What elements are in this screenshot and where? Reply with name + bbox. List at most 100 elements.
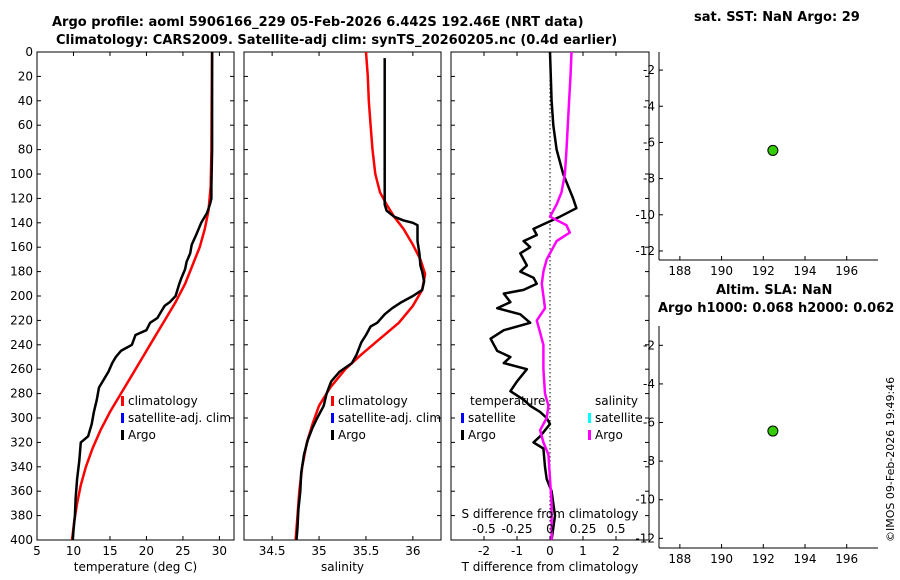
sla-panel-title-line1: Altim. SLA: NaN xyxy=(716,283,833,298)
difference-salinity-argo-line xyxy=(535,51,573,540)
sst-map-ytick-label: -4 xyxy=(643,99,655,113)
temperature-ytick-label: 140 xyxy=(10,216,33,230)
sla-map-xtick-label: 188 xyxy=(668,552,691,566)
temperature-ytick-label: 280 xyxy=(10,387,33,401)
difference-legend-sal-argo-label: Argo xyxy=(595,428,623,442)
difference-legend-temperature-title: temperature xyxy=(470,394,545,408)
temperature-xlabel: temperature (deg C) xyxy=(74,560,197,574)
sla-map-argo-location-marker xyxy=(767,425,779,437)
salinity-argo-line xyxy=(295,58,426,541)
temperature-ytick-label: 380 xyxy=(10,509,33,523)
salinity-xtick-label: 35 xyxy=(311,544,326,558)
temperature-ytick-label: 260 xyxy=(10,362,33,376)
sst-map-xtick-label: 190 xyxy=(710,264,733,278)
sla-map-xtick-label: 190 xyxy=(710,552,733,566)
sst-map-xtick-label: 196 xyxy=(835,264,858,278)
sst-map-argo-location-marker xyxy=(767,144,779,156)
temperature-xtick-label: 15 xyxy=(102,544,117,558)
difference-xlabel-top: S difference from climatology xyxy=(462,507,639,521)
difference-xtick-label: 2 xyxy=(612,544,620,558)
temperature-ytick-label: 20 xyxy=(18,69,33,83)
temperature-ytick-label: 360 xyxy=(10,484,33,498)
salinity-legend-satellite-label: satellite-adj. clim xyxy=(338,411,441,425)
difference-legend-sal-satellite-label: satellite xyxy=(595,411,643,425)
difference-top-tick-label: 0.25 xyxy=(570,522,597,536)
sst-map-ytick-label: -12 xyxy=(635,244,655,258)
sst-map-xtick-label: 188 xyxy=(668,264,691,278)
sla-map-ytick-label: -8 xyxy=(643,454,655,468)
difference-top-tick-label: -0.5 xyxy=(472,522,495,536)
sst-map-ytick-label: -2 xyxy=(643,63,655,77)
temperature-ytick-label: 320 xyxy=(10,435,33,449)
salinity-legend-climatology-label: climatology xyxy=(338,394,408,408)
difference-legend-temp-satellite-swatch xyxy=(461,413,464,423)
temperature-ytick-label: 200 xyxy=(10,289,33,303)
difference-xtick-label: 1 xyxy=(579,544,587,558)
temperature-axes xyxy=(36,51,235,541)
sla-map-xtick-label: 196 xyxy=(835,552,858,566)
temperature-ytick-label: 120 xyxy=(10,191,33,205)
salinity-legend-argo-swatch xyxy=(331,430,334,440)
temperature-ytick-label: 240 xyxy=(10,338,33,352)
sst-map-ytick-label: -6 xyxy=(643,135,655,149)
difference-xtick-label: -1 xyxy=(511,544,523,558)
temperature-climatology-line xyxy=(70,51,214,541)
salinity-legend-argo-label: Argo xyxy=(338,428,366,442)
sst-map-ytick-label: -8 xyxy=(643,172,655,186)
salinity-legend-satellite-swatch xyxy=(331,413,334,423)
temperature-ytick-label: 100 xyxy=(10,167,33,181)
figure-title-line2: Climatology: CARS2009. Satellite-adj cli… xyxy=(56,33,618,48)
temperature-ytick-label: 40 xyxy=(18,94,33,108)
difference-xtick-label: -2 xyxy=(478,544,490,558)
difference-top-tick-label: 0 xyxy=(546,522,554,536)
difference-xlabel: T difference from climatology xyxy=(461,560,639,574)
temperature-ytick-label: 180 xyxy=(10,265,33,279)
temperature-xtick-label: 10 xyxy=(66,544,81,558)
salinity-xtick-label: 34.5 xyxy=(259,544,286,558)
temperature-legend-argo-label: Argo xyxy=(128,428,156,442)
difference-top-tick-label: 0.5 xyxy=(606,522,625,536)
temperature-legend-climatology-swatch xyxy=(121,396,124,406)
temperature-ytick-label: 400 xyxy=(10,533,33,547)
sla-map-ytick-label: -10 xyxy=(635,493,655,507)
sst-panel-title: sat. SST: NaN Argo: 29 xyxy=(694,10,860,25)
sla-map-ytick-label: -6 xyxy=(643,416,655,430)
temperature-xtick-label: 20 xyxy=(139,544,154,558)
sla-map-xtick-label: 192 xyxy=(752,552,775,566)
difference-xtick-label: 0 xyxy=(546,544,554,558)
temperature-ytick-label: 0 xyxy=(25,45,33,59)
temperature-ytick-label: 60 xyxy=(18,118,33,132)
temperature-ytick-label: 80 xyxy=(18,143,33,157)
salinity-climatology-line xyxy=(294,51,427,541)
temperature-legend-satellite-label: satellite-adj. clim xyxy=(128,411,231,425)
temperature-xtick-label: 30 xyxy=(212,544,227,558)
difference-legend-temp-argo-label: Argo xyxy=(468,428,496,442)
sla-map-ytick-label: -4 xyxy=(643,377,655,391)
sst-map-xtick-label: 192 xyxy=(752,264,775,278)
difference-legend-salinity-title: salinity xyxy=(595,394,638,408)
difference-legend-sal-satellite-swatch xyxy=(588,413,591,423)
sst-map-ytick-label: -10 xyxy=(635,208,655,222)
difference-temperature-argo-line xyxy=(489,51,578,541)
difference-legend-temp-satellite-label: satellite xyxy=(468,411,516,425)
salinity-xlabel: salinity xyxy=(321,560,364,574)
temperature-ytick-label: 300 xyxy=(10,411,33,425)
sla-map-xtick-label: 194 xyxy=(794,552,817,566)
sst-map-xtick-label: 194 xyxy=(794,264,817,278)
salinity-xtick-label: 35.5 xyxy=(353,544,380,558)
figure-title-line1: Argo profile: aoml 5906166_229 05-Feb-20… xyxy=(52,15,584,30)
temperature-legend-satellite-swatch xyxy=(121,413,124,423)
temperature-ytick-label: 160 xyxy=(10,240,33,254)
difference-top-tick-label: -0.25 xyxy=(501,522,532,536)
salinity-legend-climatology-swatch xyxy=(331,396,334,406)
temperature-xtick-label: 25 xyxy=(175,544,190,558)
sla-map-ytick-label: -12 xyxy=(635,531,655,545)
temperature-xtick-label: 5 xyxy=(33,544,41,558)
temperature-ytick-label: 220 xyxy=(10,313,33,327)
temperature-argo-line xyxy=(71,52,214,541)
sla-panel-title-line2: Argo h1000: 0.068 h2000: 0.062 xyxy=(658,301,895,316)
sla-map-ytick-label: -2 xyxy=(643,338,655,352)
temperature-legend-argo-swatch xyxy=(121,430,124,440)
temperature-ytick-label: 340 xyxy=(10,460,33,474)
